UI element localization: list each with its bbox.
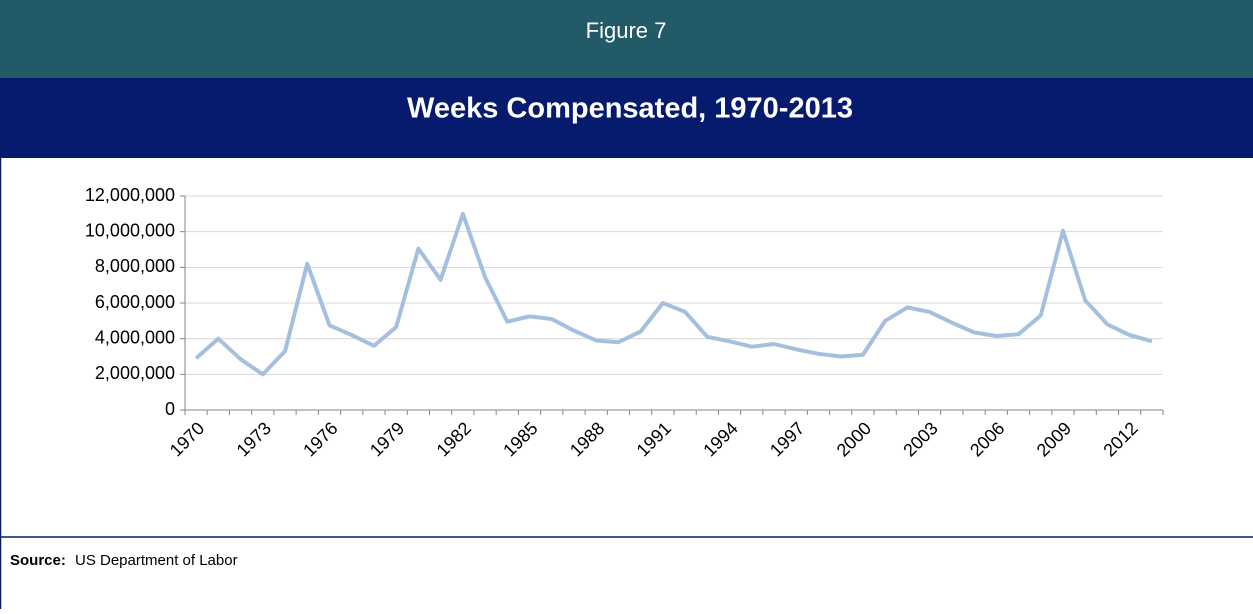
y-tick-label: 12,000,000 bbox=[85, 185, 175, 205]
y-tick-label: 2,000,000 bbox=[95, 363, 175, 383]
chart-title: Weeks Compensated, 1970-2013 bbox=[407, 93, 853, 125]
x-tick-label: 1985 bbox=[499, 418, 541, 460]
title-band bbox=[0, 78, 1253, 158]
y-tick-label: 8,000,000 bbox=[95, 256, 175, 276]
x-tick-label: 1976 bbox=[299, 418, 341, 460]
x-tick-label: 1988 bbox=[566, 418, 608, 460]
y-tick-label: 0 bbox=[165, 399, 175, 419]
x-tick-label: 1991 bbox=[633, 418, 675, 460]
y-tick-label: 6,000,000 bbox=[95, 292, 175, 312]
x-tick-label: 1994 bbox=[699, 418, 741, 460]
header-band bbox=[0, 0, 1253, 78]
x-tick-label: 2009 bbox=[1033, 418, 1075, 460]
y-tick-label: 10,000,000 bbox=[85, 220, 175, 240]
x-tick-label: 1970 bbox=[166, 418, 208, 460]
source-label: Source: bbox=[10, 552, 66, 569]
x-tick-label: 1979 bbox=[366, 418, 408, 460]
x-tick-label: 1973 bbox=[233, 418, 275, 460]
x-tick-label: 1982 bbox=[433, 418, 475, 460]
x-tick-label: 1997 bbox=[766, 418, 808, 460]
y-tick-label: 4,000,000 bbox=[95, 327, 175, 347]
x-tick-label: 2000 bbox=[833, 418, 875, 460]
source-text: US Department of Labor bbox=[75, 552, 238, 569]
x-tick-label: 2003 bbox=[899, 418, 941, 460]
series-line bbox=[194, 211, 1153, 377]
figure-label: Figure 7 bbox=[586, 18, 667, 43]
x-tick-label: 2012 bbox=[1099, 418, 1141, 460]
x-tick-label: 2006 bbox=[966, 418, 1008, 460]
